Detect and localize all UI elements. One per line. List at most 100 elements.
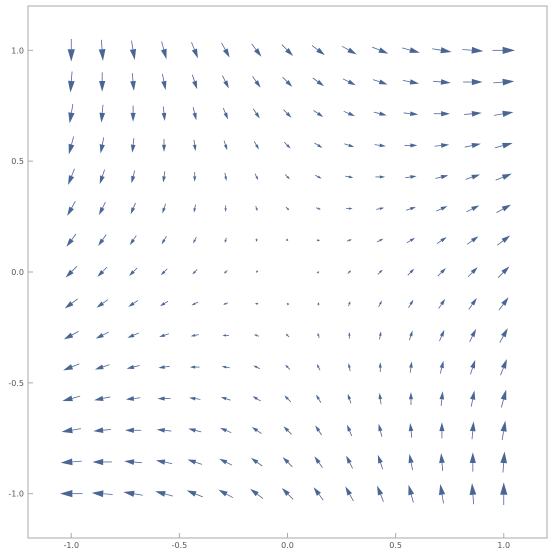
vector-arrow xyxy=(193,204,197,213)
vector-arrow xyxy=(126,364,140,370)
vector-arrow xyxy=(159,300,169,307)
vector-arrow xyxy=(496,204,512,213)
vector-arrow xyxy=(314,142,323,148)
vector-arrow xyxy=(435,174,449,180)
vector-arrow xyxy=(186,490,203,498)
vector-arrow xyxy=(348,301,351,307)
vector-arrow xyxy=(316,394,322,403)
vector-arrow xyxy=(285,333,290,338)
vector-arrow xyxy=(408,299,414,308)
vector-arrow xyxy=(251,427,262,434)
vector-arrow xyxy=(130,202,136,215)
vector-arrow xyxy=(250,457,263,467)
x-tick-label: -0.5 xyxy=(172,541,188,548)
vector-arrow xyxy=(255,206,258,212)
vector-arrow xyxy=(223,140,228,151)
vector-arrow xyxy=(315,174,322,179)
vector-arrow xyxy=(433,111,450,117)
vector-arrow xyxy=(63,331,79,340)
vector-arrow xyxy=(192,107,197,121)
vector-arrow xyxy=(311,45,325,56)
vector-arrow xyxy=(93,427,112,434)
vector-arrow xyxy=(467,267,478,278)
y-tick-label: 1.0 xyxy=(11,46,24,55)
vector-arrow xyxy=(255,270,259,273)
vector-arrow xyxy=(500,389,507,408)
vector-arrow xyxy=(464,143,481,149)
vector-arrow xyxy=(283,141,291,149)
vector-arrow xyxy=(61,427,82,434)
vector-arrow xyxy=(407,268,415,276)
vector-arrow xyxy=(313,110,324,117)
vector-arrow xyxy=(463,110,482,117)
plot-frame xyxy=(27,5,548,539)
vector-arrow xyxy=(252,396,261,402)
vector-arrow xyxy=(91,490,113,498)
vector-arrow xyxy=(99,104,106,123)
vector-arrow xyxy=(254,302,259,305)
vector-arrow xyxy=(188,428,202,433)
vector-arrow xyxy=(439,453,445,471)
vector-arrow xyxy=(347,393,352,404)
vector-arrow xyxy=(94,395,111,401)
vector-arrow xyxy=(438,298,446,309)
vector-arrow xyxy=(406,237,416,244)
vector-arrow xyxy=(432,47,452,54)
vector-arrow xyxy=(286,302,290,306)
vector-arrow xyxy=(439,329,445,342)
vector-arrow xyxy=(372,79,388,85)
vector-arrow xyxy=(346,207,353,210)
vector-arrow xyxy=(373,111,387,116)
vector-arrow xyxy=(372,46,389,54)
vector-arrow xyxy=(99,137,105,154)
vector-arrow xyxy=(123,490,143,497)
vector-arrow xyxy=(282,76,293,87)
vector-arrow xyxy=(283,109,292,118)
x-tick-labels: -1.0 -0.5 0.0 0.5 1.0 xyxy=(63,541,510,548)
vector-arrow xyxy=(128,300,139,307)
vector-arrow xyxy=(401,47,420,53)
vector-arrow xyxy=(98,201,106,216)
vector-arrow xyxy=(343,110,356,117)
vector-arrow xyxy=(500,482,508,505)
vector-arrow xyxy=(345,175,354,179)
vector-arrow xyxy=(500,451,508,473)
vector-arrow xyxy=(68,136,75,155)
vector-arrow xyxy=(255,238,258,242)
vector-arrow xyxy=(221,365,230,369)
vector-arrow xyxy=(66,233,77,247)
vector-arrow xyxy=(284,395,292,403)
vector-arrow xyxy=(129,40,137,61)
vector-arrow xyxy=(281,488,294,500)
vector-arrow xyxy=(317,302,320,306)
vector-arrow xyxy=(314,456,323,468)
vector-arrow xyxy=(404,143,418,148)
vector-arrow xyxy=(221,42,230,58)
x-tick-label: -1.0 xyxy=(63,541,79,548)
vector-arrow xyxy=(99,169,105,185)
vector-arrow xyxy=(462,46,484,54)
vector-arrow xyxy=(282,457,293,468)
vector-arrow xyxy=(316,271,320,274)
vector-arrow xyxy=(313,487,324,501)
axis-ticks xyxy=(28,49,505,538)
vector-arrow xyxy=(223,302,229,305)
vector-arrow xyxy=(465,174,481,180)
vector-arrow xyxy=(439,422,445,439)
vector-arrow xyxy=(378,300,382,308)
vector-arrow xyxy=(191,42,198,59)
vector-arrow xyxy=(408,423,414,438)
vector-arrow xyxy=(434,143,450,148)
vector-arrow xyxy=(341,45,357,55)
vector-arrow xyxy=(377,454,384,470)
vector-arrow xyxy=(377,269,383,275)
vector-arrow xyxy=(157,396,171,401)
vector-arrow xyxy=(284,174,290,180)
vector-arrow xyxy=(375,175,386,179)
vector-arrow xyxy=(65,266,78,278)
vector-arrow xyxy=(254,334,260,337)
vector-arrow xyxy=(438,483,446,504)
vector-arrow xyxy=(187,459,203,465)
vector-arrow xyxy=(67,39,75,62)
